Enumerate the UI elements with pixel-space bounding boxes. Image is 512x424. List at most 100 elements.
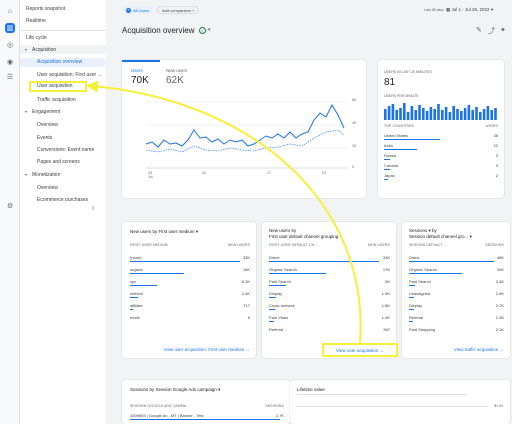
reports-icon[interactable]: ▥ xyxy=(5,23,15,33)
all-users-chip[interactable]: A All Users xyxy=(122,6,154,14)
card-title[interactable]: Sessions by Session Google Ads campaign … xyxy=(130,387,220,393)
card-title-text: New users by First user medium xyxy=(130,229,195,234)
view-user-acquisition-link[interactable]: View user acquisition → xyxy=(322,343,398,357)
table-row-label: Paid Search xyxy=(269,279,291,284)
country-value: 3 xyxy=(495,163,498,168)
x-tick: 10 xyxy=(202,171,206,175)
metric-users-value: 70K xyxy=(131,75,149,86)
metric-new-users-label[interactable]: New users xyxy=(166,68,188,73)
sidebar-item-overview[interactable]: Overview xyxy=(37,122,58,128)
chevron-down-icon[interactable]: ▾ xyxy=(25,172,28,177)
add-comparison-button[interactable]: Add comparison + xyxy=(157,6,200,14)
column-header: SESSIONS xyxy=(485,243,504,247)
date-range-picker[interactable]: ▦ Jul 1 - Jul 28, 2022 ▾ xyxy=(446,7,493,13)
sidebar-item-conversions[interactable]: Conversions: Event name xyxy=(37,147,95,153)
card-title-line1[interactable]: Sessions ▾ by xyxy=(409,228,437,233)
lifetime-value-card: Lifetime value $1.00 xyxy=(290,380,510,424)
table-row-label: cpc xyxy=(130,279,137,284)
sidebar-item-reports-snapshot[interactable]: Reports snapshot xyxy=(26,6,66,12)
y-tick: 0 xyxy=(352,165,354,169)
table-row-label: Referral xyxy=(409,315,424,320)
sidebar-item-ecommerce[interactable]: Ecommerce purchases xyxy=(37,197,89,201)
realtime-card: USERS IN LAST 30 MINUTES 81 USERS PER MI… xyxy=(378,60,504,198)
metric-users-label[interactable]: Users xyxy=(131,68,143,73)
page-title: Acquisition overview xyxy=(122,26,195,35)
customize-report-icon[interactable]: ✎ xyxy=(476,27,482,34)
chevron-down-icon: ▾ xyxy=(428,228,431,233)
home-icon[interactable]: ⌂ xyxy=(7,7,13,15)
country-bar xyxy=(384,139,440,140)
sidebar-item-user-acquisition[interactable]: User acquisition xyxy=(29,81,87,92)
table-row-value: 9 xyxy=(247,315,250,320)
card-title[interactable]: Session default channel gro... ▾ xyxy=(409,234,472,240)
chevron-down-icon: ▾ xyxy=(218,387,221,392)
chevron-down-icon[interactable]: ▾ xyxy=(25,47,28,52)
sidebar-group-monetization[interactable]: Monetization xyxy=(32,172,61,178)
arrow-right-icon: → xyxy=(379,347,384,353)
country-value: 22 xyxy=(493,143,498,148)
y-tick: 4K xyxy=(352,121,357,125)
table-row-label: organic xyxy=(130,267,144,272)
sidebar: Reports snapshot Realtime Life cycle ▾ A… xyxy=(20,0,106,424)
table-row-value: 997 xyxy=(383,327,390,332)
session-channel-card: Sessions ▾ by Session default channel gr… xyxy=(402,222,510,358)
sidebar-item-acquisition-overview[interactable]: Acquisition overview xyxy=(20,58,106,67)
chevron-down-icon[interactable]: ▾ xyxy=(25,109,28,114)
sidebar-item-pages-screens[interactable]: Pages and screens xyxy=(37,159,80,165)
sidebar-item-events[interactable]: Events xyxy=(37,135,53,141)
table-row-label: Direct xyxy=(269,255,280,260)
country-name: Canada xyxy=(384,163,399,168)
insights-icon[interactable]: ✦ xyxy=(500,27,506,34)
table-row-label: Paid Video xyxy=(269,315,289,320)
column-header: NEW USERS xyxy=(367,243,390,247)
card-title-text: Sessions by Session Google Ads campaign xyxy=(130,387,217,392)
card-title[interactable]: First user default channel grouping ▾ xyxy=(269,234,342,240)
x-tick: 17 xyxy=(267,171,271,175)
sidebar-item-traffic-acquisition[interactable]: Traffic acquisition xyxy=(37,97,76,103)
sidebar-item-realtime[interactable]: Realtime xyxy=(26,18,46,24)
sidebar-group-acquisition[interactable]: Acquisition xyxy=(32,47,57,53)
country-bar xyxy=(384,159,390,160)
table-row-value: 5K xyxy=(385,279,390,284)
arrow-right-icon: → xyxy=(245,347,251,352)
chevron-down-icon: ▾ xyxy=(339,234,342,239)
explore-icon[interactable]: ◎ xyxy=(6,42,14,49)
title-dropdown-icon[interactable]: ▾ xyxy=(208,27,211,33)
country-value: 2 xyxy=(495,173,498,178)
view-traffic-acquisition-link[interactable]: View traffic acquisition → xyxy=(454,347,504,352)
row-bar xyxy=(269,285,286,286)
sidebar-item-user-acquisition-first[interactable]: User acquisition: First user ... xyxy=(37,72,102,78)
view-first-user-medium-link[interactable]: View user acquisition: First user medium… xyxy=(164,347,250,352)
table-row-label: Paid Search xyxy=(409,279,431,284)
table-row-value: 2.7K xyxy=(275,413,284,418)
users-column-header: USERS xyxy=(485,124,498,128)
configure-icon[interactable]: ☰ xyxy=(6,74,14,81)
table-row-value: 2.7K xyxy=(495,303,504,308)
realtime-title: USERS IN LAST 30 MINUTES xyxy=(384,70,432,74)
card-title[interactable]: New users by First user medium ▾ xyxy=(130,229,198,235)
y-tick: $1.00 xyxy=(494,404,503,408)
collapse-chevron-icon[interactable]: ‹ xyxy=(92,205,95,212)
sidebar-group-engagement[interactable]: Engagement xyxy=(32,109,61,115)
country-name: Russia xyxy=(384,153,397,158)
advertising-icon[interactable]: ◉ xyxy=(6,59,14,66)
plus-icon: + xyxy=(192,7,195,13)
sidebar-item-monetization-overview[interactable]: Overview xyxy=(37,185,58,191)
row-bar xyxy=(130,273,184,274)
table-row-label: Organic Search xyxy=(269,267,297,272)
divider xyxy=(20,30,106,31)
table-row-label: Display xyxy=(269,291,283,296)
link-text: View traffic acquisition xyxy=(453,347,499,352)
row-bar xyxy=(130,285,157,286)
table-row-value: 17K xyxy=(382,267,390,272)
table-row-label: Direct xyxy=(409,255,420,260)
country-bar xyxy=(384,149,417,150)
table-row-value: 8.2K xyxy=(241,279,250,284)
share-icon[interactable]: ⤴ xyxy=(488,28,495,35)
x-tick: 24 xyxy=(322,171,326,175)
sidebar-section-life-cycle: Life cycle xyxy=(26,35,47,41)
first-user-channel-card: New users by First user default channel … xyxy=(262,222,396,358)
country-bar xyxy=(384,179,388,180)
settings-icon[interactable]: ⚙ xyxy=(6,203,14,210)
check-icon[interactable]: ✓ xyxy=(199,27,206,34)
